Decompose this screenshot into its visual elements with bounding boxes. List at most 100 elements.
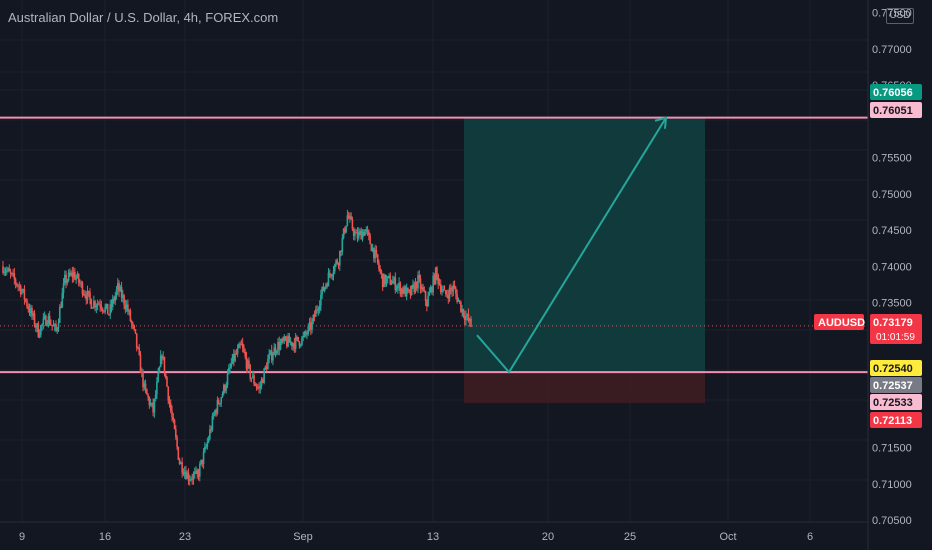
candle-body bbox=[229, 367, 231, 369]
candle-body bbox=[306, 333, 308, 335]
grid-lines bbox=[0, 0, 868, 522]
candle-body bbox=[245, 356, 248, 369]
candle-body bbox=[118, 283, 120, 292]
price-labels: 0.76056 0.76051 0.72540 0.72537 0.72533 0.721… bbox=[814, 84, 922, 428]
candle-body bbox=[82, 294, 85, 296]
candle-body bbox=[287, 335, 289, 347]
candle-body bbox=[243, 347, 245, 352]
candle-body bbox=[357, 232, 360, 239]
candle-body bbox=[414, 281, 417, 293]
candle-body bbox=[398, 282, 400, 286]
projection-path[interactable] bbox=[476, 117, 667, 374]
candle-body bbox=[322, 286, 325, 291]
candle-body bbox=[76, 273, 79, 278]
price-label-text: 0.72113 bbox=[873, 415, 912, 427]
stop-loss-zone[interactable] bbox=[464, 372, 705, 404]
profit-zone[interactable] bbox=[464, 117, 705, 373]
candle-body bbox=[61, 292, 64, 308]
candle-body bbox=[16, 283, 18, 286]
time-tick-label: 6 bbox=[807, 531, 813, 543]
candle-body bbox=[132, 323, 134, 326]
time-axis: 9 16 23 Sep 13 20 25 Oct 6 bbox=[0, 521, 868, 543]
candle-body bbox=[385, 278, 388, 285]
candle-body bbox=[69, 272, 71, 276]
candle-body bbox=[134, 329, 137, 334]
candle-body bbox=[380, 271, 383, 274]
candle-body bbox=[270, 350, 273, 361]
candle-body bbox=[278, 342, 281, 350]
candle-body bbox=[452, 285, 455, 292]
candle-body bbox=[84, 294, 86, 296]
candle-body bbox=[32, 313, 35, 316]
candle-body bbox=[403, 286, 405, 294]
candle-body bbox=[225, 385, 228, 391]
candle-body bbox=[347, 215, 350, 219]
candle-body bbox=[272, 355, 274, 361]
candle-body bbox=[100, 306, 103, 309]
price-tick-label: 0.71000 bbox=[872, 479, 912, 491]
candle-body bbox=[376, 254, 379, 263]
currency-button[interactable]: USD bbox=[886, 8, 914, 24]
candle-body bbox=[142, 370, 144, 388]
candle-body bbox=[284, 336, 287, 341]
candle-body bbox=[418, 275, 421, 279]
candle-body bbox=[72, 271, 75, 278]
candle-body bbox=[439, 284, 442, 292]
candle-body bbox=[249, 365, 252, 379]
candle-body bbox=[331, 275, 334, 277]
candle-body bbox=[402, 288, 404, 294]
candle-body bbox=[115, 289, 118, 296]
candle-body bbox=[24, 299, 27, 301]
candle-body bbox=[429, 287, 432, 293]
current-price-label[interactable]: 0.73179 01:01:59 bbox=[870, 314, 922, 344]
candle-body bbox=[109, 304, 112, 315]
candle-body bbox=[222, 385, 225, 394]
candle-body bbox=[163, 356, 166, 374]
candle-body bbox=[337, 263, 340, 266]
candle-body bbox=[140, 370, 143, 373]
symbol-tag[interactable]: AUDUSD bbox=[814, 314, 865, 330]
candle-body bbox=[236, 348, 239, 354]
candle-body bbox=[361, 231, 364, 240]
candle-body bbox=[129, 310, 132, 322]
candle-body bbox=[448, 287, 451, 299]
target-price-label[interactable]: 0.76056 bbox=[870, 84, 922, 100]
candle-body bbox=[22, 288, 24, 292]
entry-stop-price-label[interactable]: 0.72113 bbox=[870, 412, 922, 428]
candle-body bbox=[58, 307, 61, 323]
candle-body bbox=[146, 389, 148, 395]
candle-body bbox=[378, 262, 380, 269]
target-price-label[interactable]: 0.76051 bbox=[870, 102, 922, 118]
candle-body bbox=[201, 459, 204, 464]
candle-body bbox=[391, 281, 394, 284]
candle-body bbox=[130, 321, 133, 324]
candle-body bbox=[356, 232, 359, 239]
candle-body bbox=[360, 230, 363, 240]
candle-body bbox=[312, 315, 315, 322]
candle-body bbox=[246, 360, 249, 369]
time-tick-label: 16 bbox=[99, 531, 111, 543]
candle-body bbox=[37, 323, 40, 338]
entry-stop-price-label[interactable]: 0.72533 bbox=[870, 394, 922, 410]
entry-stop-price-label[interactable]: 0.72537 bbox=[870, 377, 922, 393]
candle-body bbox=[260, 379, 263, 386]
candle-body bbox=[267, 358, 269, 370]
candle-body bbox=[226, 373, 229, 386]
price-label-bg bbox=[870, 102, 922, 118]
candle-body bbox=[214, 410, 216, 416]
candle-body bbox=[198, 464, 201, 477]
price-label-text: 0.72533 bbox=[873, 397, 913, 409]
candle-body bbox=[87, 290, 90, 293]
candle-body bbox=[147, 394, 149, 398]
candle-body bbox=[341, 238, 344, 253]
candle-body bbox=[9, 271, 12, 274]
price-label-text: 0.76051 bbox=[873, 105, 913, 117]
candle-body bbox=[244, 351, 246, 357]
candle-body bbox=[240, 343, 243, 346]
candle-body bbox=[29, 308, 32, 314]
candle-body bbox=[55, 324, 57, 331]
candle-body bbox=[19, 285, 22, 294]
entry-stop-price-label[interactable]: 0.72540 bbox=[870, 360, 922, 376]
